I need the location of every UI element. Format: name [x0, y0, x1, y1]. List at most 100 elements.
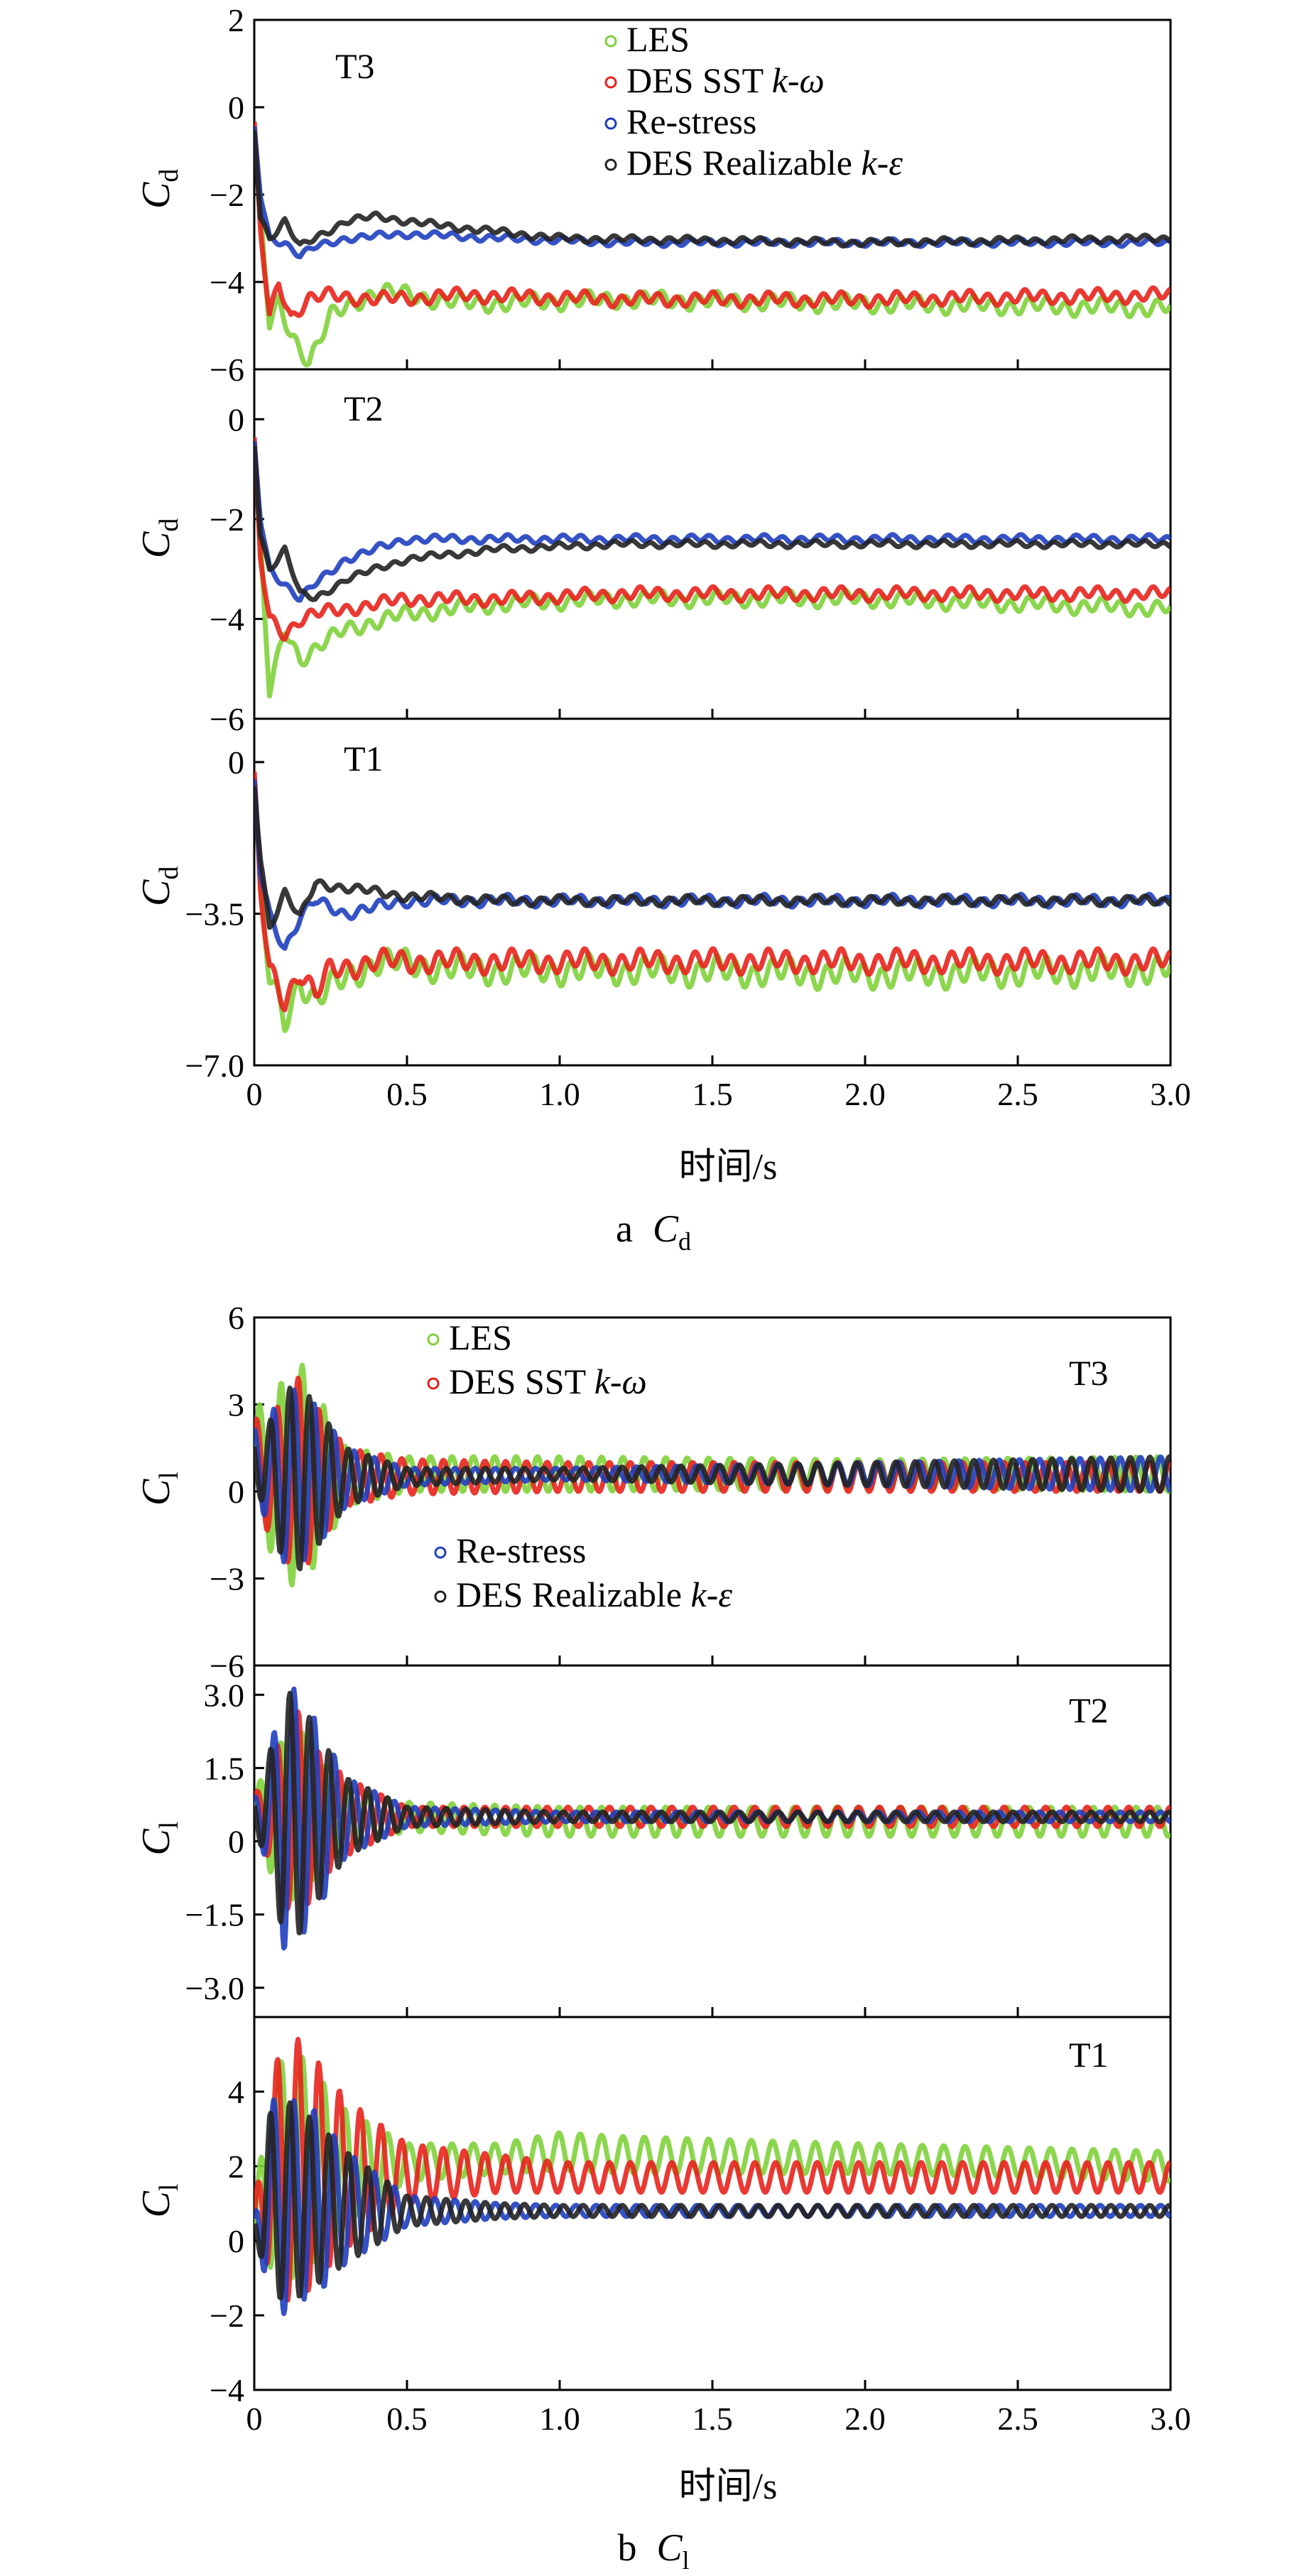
y-axis-title: Cd	[134, 169, 184, 209]
panel-label: T2	[1069, 1690, 1109, 1730]
y-axis-symbol: C	[134, 182, 178, 209]
legend: Re-stress DES Realizable k-ε	[434, 1531, 732, 1614]
legend-marker	[427, 1333, 440, 1346]
xlabel-a: 时间/s	[679, 1147, 778, 1188]
series-group	[254, 1686, 1171, 1951]
series-line-des-realizable-k-	[254, 445, 1171, 602]
y-tick-label: −4	[210, 264, 244, 300]
y-tick-label: −6	[210, 1648, 244, 1684]
y-tick-label: −2	[210, 2298, 244, 2334]
y-tick-label: −2	[210, 501, 244, 538]
y-tick-label: 0	[228, 744, 244, 781]
y-axis-subscript: d	[154, 866, 184, 880]
y-tick-label: 3	[228, 1387, 244, 1423]
caption-a-sym: C	[653, 1207, 679, 1250]
y-tick-label: −1.5	[185, 1897, 244, 1933]
legend: LES DES SST k-ω	[427, 1317, 647, 1401]
legend-marker	[434, 1546, 447, 1559]
series-group	[254, 437, 1171, 699]
series-line-des-sst-k-	[254, 1376, 1171, 1565]
y-tick-label: 2	[228, 2, 244, 38]
y-axis-title: Cl	[134, 1472, 184, 1506]
y-tick-label: 6	[228, 1300, 244, 1336]
series-line-les	[254, 129, 1171, 368]
legend-label: LES	[626, 19, 690, 59]
xlabel-b: 时间/s	[679, 2467, 778, 2507]
y-tick-label: 0	[228, 89, 244, 126]
series-group	[254, 771, 1171, 1033]
y-tick-label: −4	[210, 2372, 244, 2408]
x-tick-label: 2.0	[844, 1076, 886, 1112]
series-line-des-realizable-k-	[254, 1690, 1171, 1935]
y-tick-label: 1.5	[204, 1750, 245, 1786]
plot-frame	[253, 1664, 1172, 2018]
legend-label: Re-stress	[626, 102, 756, 141]
y-axis-symbol: C	[134, 1479, 178, 1506]
x-tick-label: 2.0	[844, 2401, 886, 2437]
x-tick-label: 0	[246, 2401, 263, 2437]
x-tick-label: 3.0	[1150, 2401, 1191, 2437]
legend-marker	[604, 35, 617, 48]
y-tick-label: −3	[210, 1561, 244, 1597]
series-line-des-sst-k-	[254, 437, 1171, 642]
x-tick-label: 0.5	[386, 1076, 428, 1112]
caption-b-letter: b	[617, 2526, 636, 2569]
panel-label: T2	[344, 388, 384, 428]
legend-label: DES Realizable k-ε	[626, 143, 903, 183]
y-axis-title: Cd	[134, 866, 184, 906]
y-tick-label: 0	[228, 1824, 244, 1860]
legend-marker	[427, 1377, 440, 1390]
legend-label: DES SST k-ω	[626, 60, 825, 100]
panel-cl_t3: 6 3 0 −3 −6 Cl T3 LES DES SST k-ω Re-stress DES Re…	[134, 1300, 1172, 1684]
legend-label: LES	[449, 1317, 512, 1357]
series-line-des-sst-k-	[254, 2037, 1171, 2303]
series-line-des-realizable-k-	[254, 2100, 1171, 2300]
series-line-des-sst-k-	[254, 771, 1171, 1013]
caption-a-sub: d	[678, 1227, 691, 1256]
panel-cd_t2: 0 −2 −4 −6 Cd T2	[134, 368, 1172, 737]
x-tick-label: 1.0	[539, 2401, 580, 2437]
panel-label: T1	[1069, 2035, 1109, 2075]
x-tick-label: 0	[246, 1076, 263, 1112]
panel-cl_t2: 3.0 1.5 0 −1.5 −3.0 Cl T2	[134, 1664, 1172, 2018]
x-tick-label: 0.5	[386, 2401, 428, 2437]
panel-label: T3	[335, 46, 375, 86]
legend-label: DES SST k-ω	[449, 1362, 647, 1401]
series-line-des-sst-k-	[254, 121, 1171, 318]
y-tick-label: −3.5	[185, 896, 244, 933]
y-axis-symbol: C	[134, 1829, 178, 1856]
x-tick-label: 2.5	[997, 2401, 1038, 2437]
y-tick-label: −6	[210, 352, 244, 388]
series-line-re-stress	[254, 441, 1171, 603]
series-group	[254, 2037, 1171, 2316]
caption-a-letter: a	[616, 1207, 633, 1250]
caption-a: a Cd	[616, 1207, 691, 1256]
y-axis-subscript: l	[154, 2184, 184, 2192]
series-line-re-stress	[254, 779, 1171, 951]
x-tick-label: 2.5	[997, 1076, 1038, 1112]
y-tick-label: −6	[210, 701, 244, 737]
y-tick-label: −2	[210, 177, 244, 213]
legend-marker	[604, 76, 617, 89]
series-line-les	[254, 444, 1171, 699]
y-tick-label: −7.0	[185, 1048, 244, 1084]
y-tick-label: 0	[228, 1474, 244, 1510]
caption-b: b Cl	[617, 2526, 689, 2575]
y-tick-label: 0	[228, 401, 244, 438]
x-tick-label: 1.0	[539, 1076, 580, 1112]
x-tick-label: 1.5	[692, 1076, 733, 1112]
y-axis-symbol: C	[134, 879, 178, 906]
legend-label: Re-stress	[456, 1531, 586, 1570]
caption-b-sub: l	[683, 2546, 690, 2575]
y-axis-subscript: d	[154, 518, 184, 532]
y-tick-label: 2	[228, 2148, 244, 2185]
y-tick-label: 0	[228, 2223, 244, 2259]
series-line-des-realizable-k-	[254, 130, 1171, 249]
y-axis-symbol: C	[134, 531, 178, 558]
y-axis-subscript: d	[154, 169, 184, 183]
